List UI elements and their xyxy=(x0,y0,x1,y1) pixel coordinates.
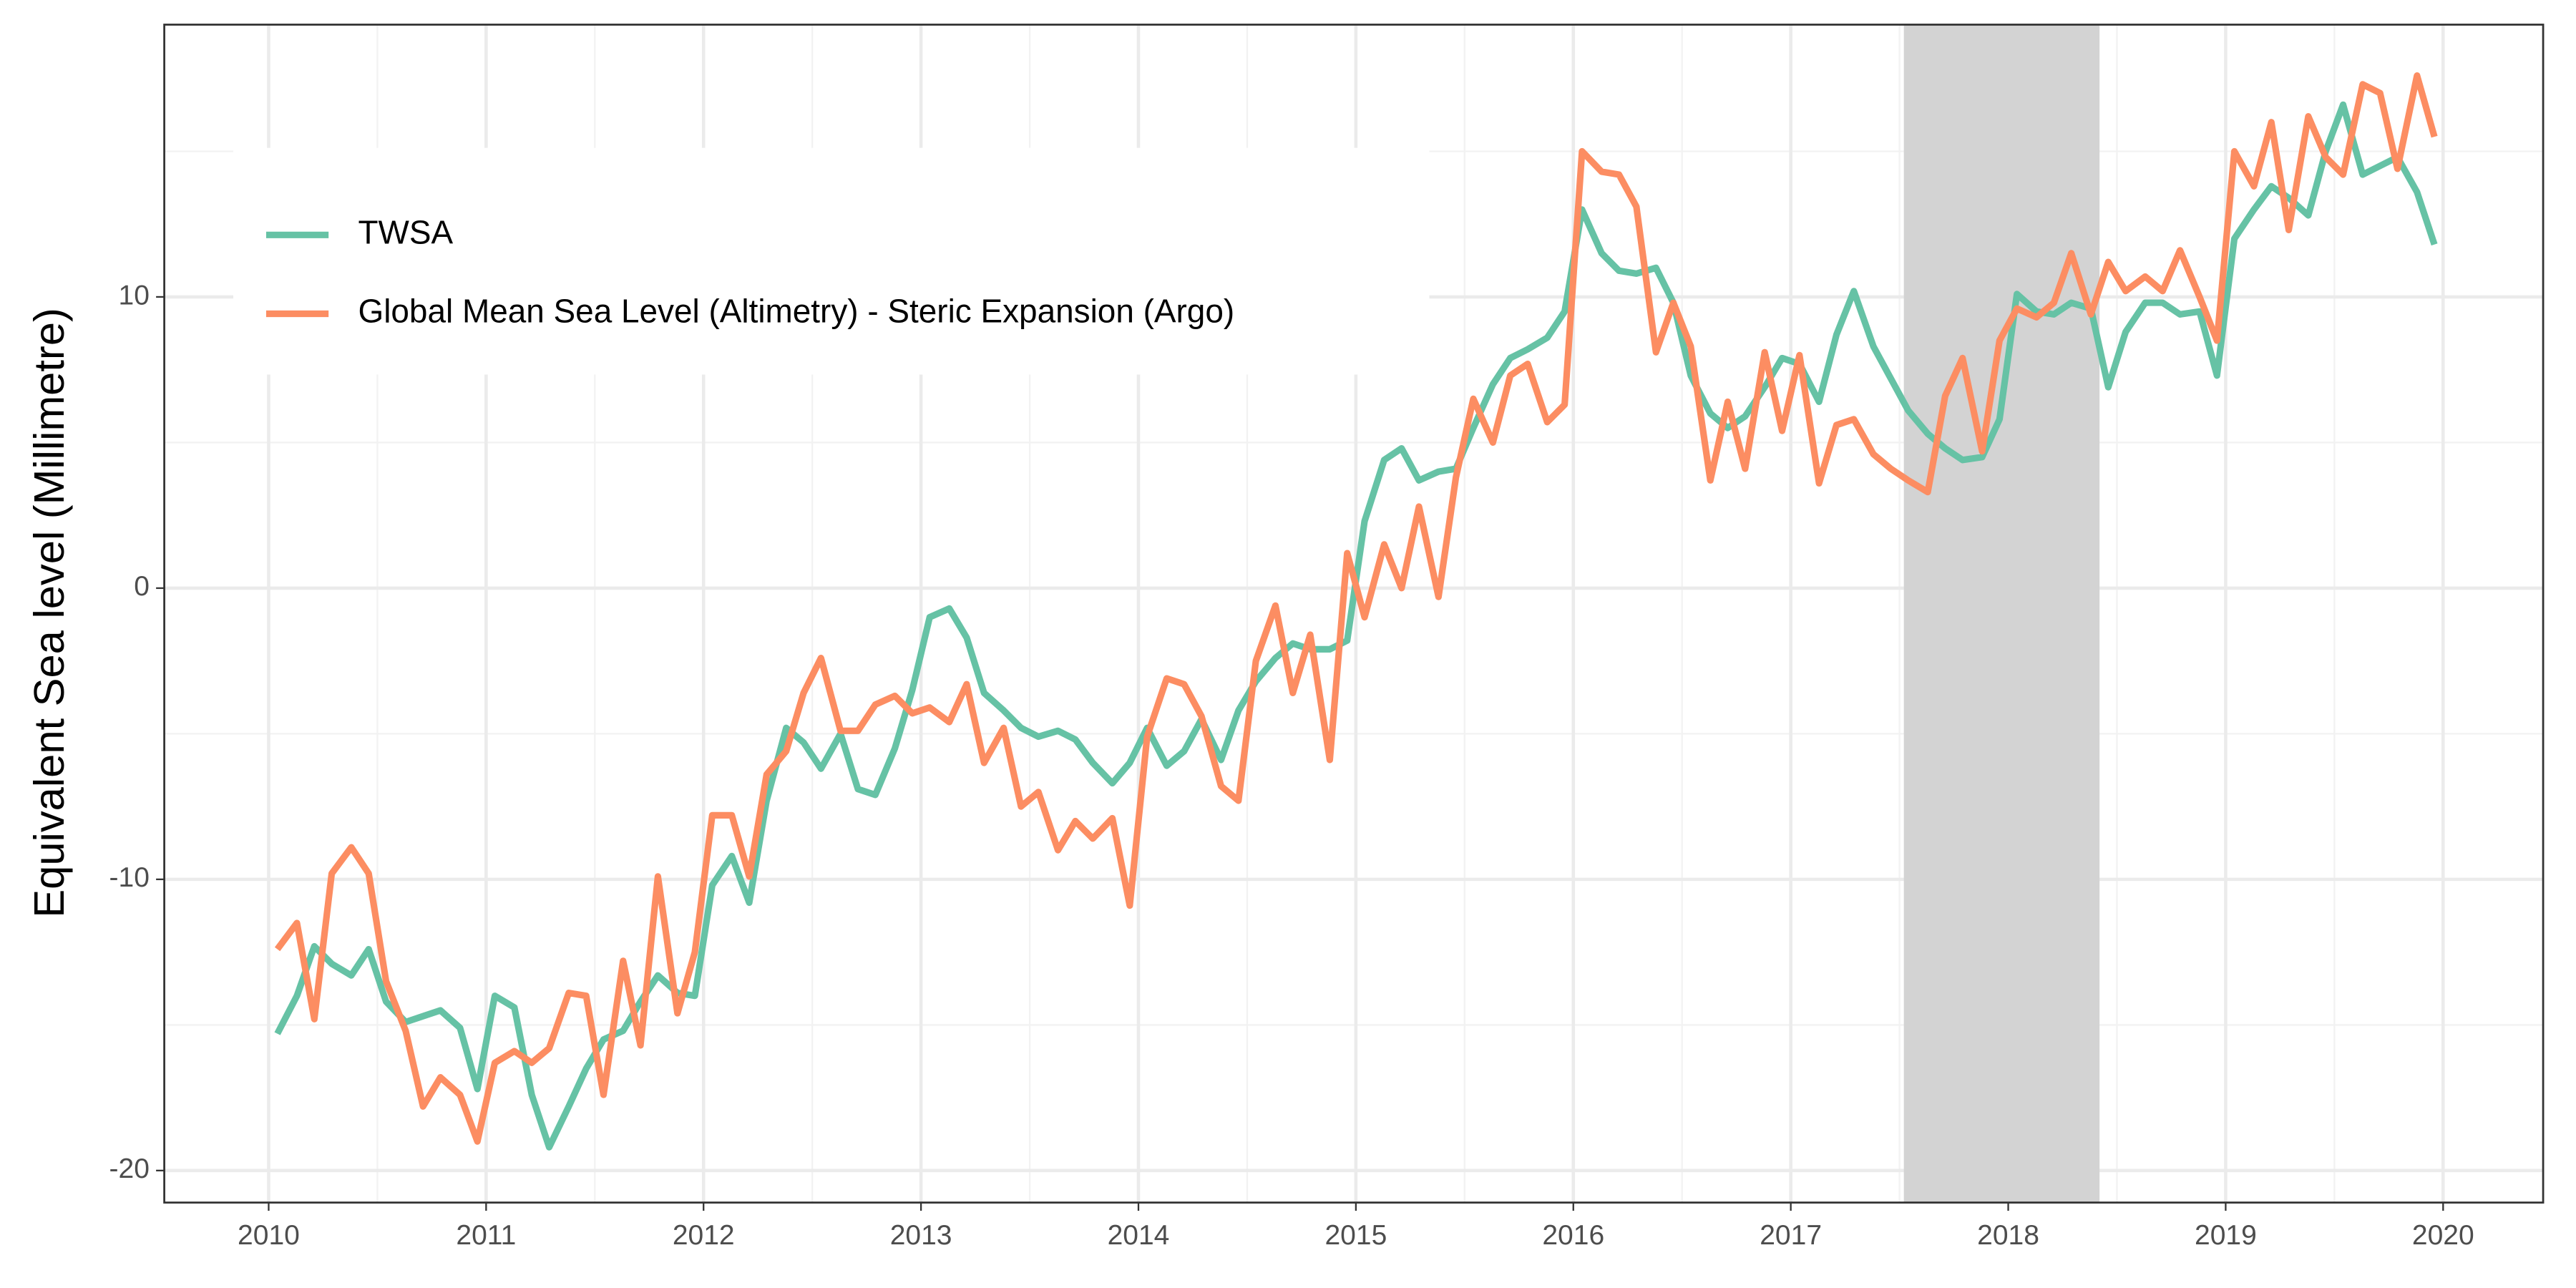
legend-label: TWSA xyxy=(358,213,454,250)
x-tick-label: 2017 xyxy=(1760,1220,1822,1251)
y-tick-label: -10 xyxy=(109,862,150,893)
shaded-region xyxy=(1903,24,2100,1203)
x-tick-label: 2010 xyxy=(238,1220,300,1251)
legend: TWSA Global Mean Sea Level (Altimetry) - … xyxy=(233,147,1430,375)
plot-border xyxy=(163,24,2545,1204)
legend-background xyxy=(233,147,1430,375)
x-tick-label: 2011 xyxy=(456,1220,516,1251)
x-tick-label: 2013 xyxy=(890,1220,952,1251)
x-tick-label: 2018 xyxy=(1977,1220,2039,1251)
x-tick-label: 2012 xyxy=(673,1220,735,1251)
x-tick-label: 2016 xyxy=(1542,1220,1604,1251)
y-axis-label: Equivalent Sea level (Millimetre) xyxy=(25,308,73,918)
legend-label: Global Mean Sea Level (Altimetry) - Ster… xyxy=(358,293,1235,330)
x-tick-label: 2015 xyxy=(1324,1220,1387,1251)
x-tick-label: 2014 xyxy=(1108,1220,1170,1251)
x-tick-label: 2019 xyxy=(2195,1220,2257,1251)
y-tick-label: 10 xyxy=(119,280,150,311)
y-tick-label: 0 xyxy=(134,571,150,602)
x-tick-label: 2020 xyxy=(2412,1220,2474,1251)
series-line xyxy=(274,72,2438,1145)
y-tick-label: -20 xyxy=(109,1153,150,1184)
